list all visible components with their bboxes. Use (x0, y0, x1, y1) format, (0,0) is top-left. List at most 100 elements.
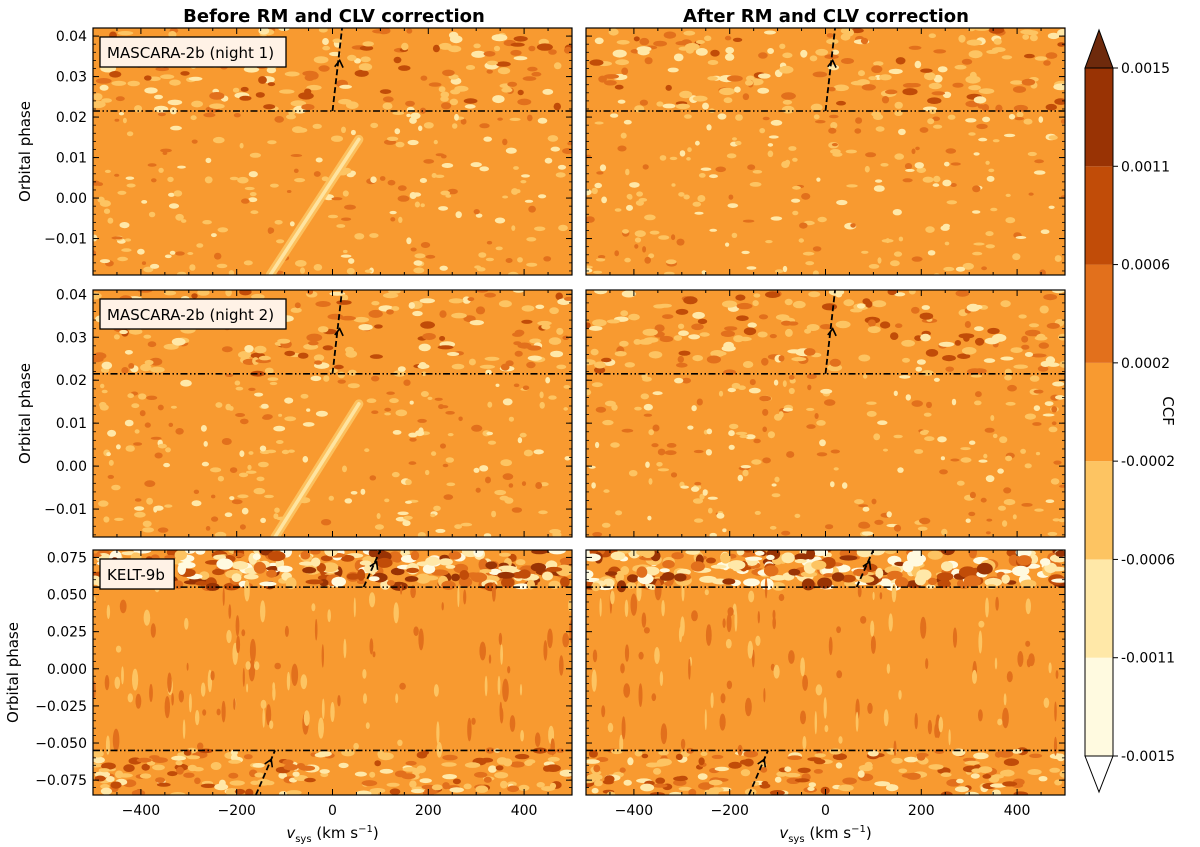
noise-streak (824, 725, 829, 733)
noise-blob (792, 157, 798, 162)
noise-blob (440, 154, 447, 159)
noise-blob (405, 100, 415, 107)
noise-streak (995, 596, 999, 611)
noise-blob (1013, 791, 1029, 795)
noise-streak (888, 613, 893, 632)
noise-blob (813, 114, 820, 120)
noise-blob (395, 141, 405, 148)
noise-blob (666, 443, 677, 448)
noise-blob (758, 52, 768, 59)
noise-blob (250, 210, 259, 215)
noise-blob (759, 128, 766, 134)
noise-blob (614, 208, 622, 212)
noise-blob (197, 290, 210, 296)
noise-blob (825, 524, 834, 530)
noise-blob (983, 453, 988, 459)
noise-blob (615, 59, 629, 66)
noise-blob (915, 366, 923, 372)
noise-streak (188, 693, 192, 713)
noise-streak (836, 626, 841, 634)
noise-blob (1005, 401, 1016, 406)
noise-streak (920, 616, 927, 639)
noise-blob (491, 34, 508, 42)
noise-blob (898, 768, 908, 774)
noise-blob (1048, 426, 1058, 433)
noise-blob (991, 789, 1001, 795)
noise-blob (820, 324, 833, 330)
noise-blob (496, 61, 511, 67)
noise-blob (940, 550, 955, 556)
noise-blob (716, 512, 725, 519)
noise-streak (245, 661, 251, 670)
noise-streak (284, 625, 289, 638)
noise-blob (97, 196, 105, 203)
noise-blob (941, 561, 953, 572)
noise-blob (785, 328, 793, 337)
noise-blob (445, 411, 455, 415)
noise-streak (327, 609, 332, 623)
noise-blob (139, 773, 152, 779)
y-axis-label: Orbital phase (16, 363, 34, 464)
noise-blob (1002, 520, 1008, 527)
noise-blob (465, 65, 476, 70)
noise-blob (526, 579, 536, 590)
noise-blob (893, 434, 903, 439)
noise-blob (341, 126, 346, 133)
noise-blob (442, 782, 450, 790)
noise-blob (460, 118, 467, 125)
noise-blob (248, 171, 258, 178)
noise-blob (968, 50, 983, 59)
noise-blob (404, 576, 419, 582)
noise-blob (526, 361, 536, 369)
colorbar-tick-label: 0.0015 (1121, 61, 1170, 77)
noise-blob (642, 246, 647, 253)
noise-blob (642, 376, 652, 382)
noise-blob (431, 784, 443, 791)
noise-blob (1029, 375, 1040, 382)
noise-blob (604, 80, 617, 86)
noise-blob (594, 366, 606, 374)
noise-blob (398, 65, 411, 71)
noise-blob (679, 150, 686, 157)
noise-blob (360, 488, 366, 495)
noise-streak (927, 719, 933, 735)
noise-blob (392, 553, 403, 563)
noise-blob (114, 118, 120, 122)
noise-blob (987, 327, 1000, 335)
noise-streak (484, 675, 488, 697)
noise-blob (247, 464, 252, 470)
noise-streak (274, 662, 282, 670)
noise-blob (513, 36, 528, 42)
noise-blob (774, 776, 782, 783)
noise-blob (952, 748, 966, 757)
noise-blob (599, 164, 607, 172)
noise-blob (652, 783, 668, 788)
noise-blob (782, 52, 793, 59)
noise-blob (746, 266, 757, 270)
noise-blob (692, 201, 702, 207)
noise-blob (710, 49, 720, 57)
noise-blob (611, 404, 618, 411)
noise-blob (295, 260, 307, 267)
colorbar-segment (1085, 264, 1113, 363)
noise-blob (699, 575, 717, 583)
noise-blob (449, 98, 459, 106)
noise-streak (400, 584, 403, 595)
noise-blob (853, 568, 869, 577)
noise-blob (911, 306, 920, 314)
noise-blob (619, 340, 629, 347)
noise-blob (626, 193, 633, 200)
noise-streak (1025, 640, 1031, 647)
noise-blob (160, 74, 175, 79)
noise-blob (336, 224, 346, 228)
noise-blob (645, 461, 650, 468)
x-axis-label-sub: sys (295, 834, 311, 845)
noise-blob (95, 78, 112, 84)
noise-blob (154, 505, 164, 511)
noise-blob (313, 171, 321, 177)
noise-blob (382, 292, 399, 299)
noise-blob (893, 390, 898, 396)
noise-blob (340, 254, 352, 258)
y-tick-label: 0.02 (56, 110, 87, 126)
noise-blob (792, 210, 799, 216)
